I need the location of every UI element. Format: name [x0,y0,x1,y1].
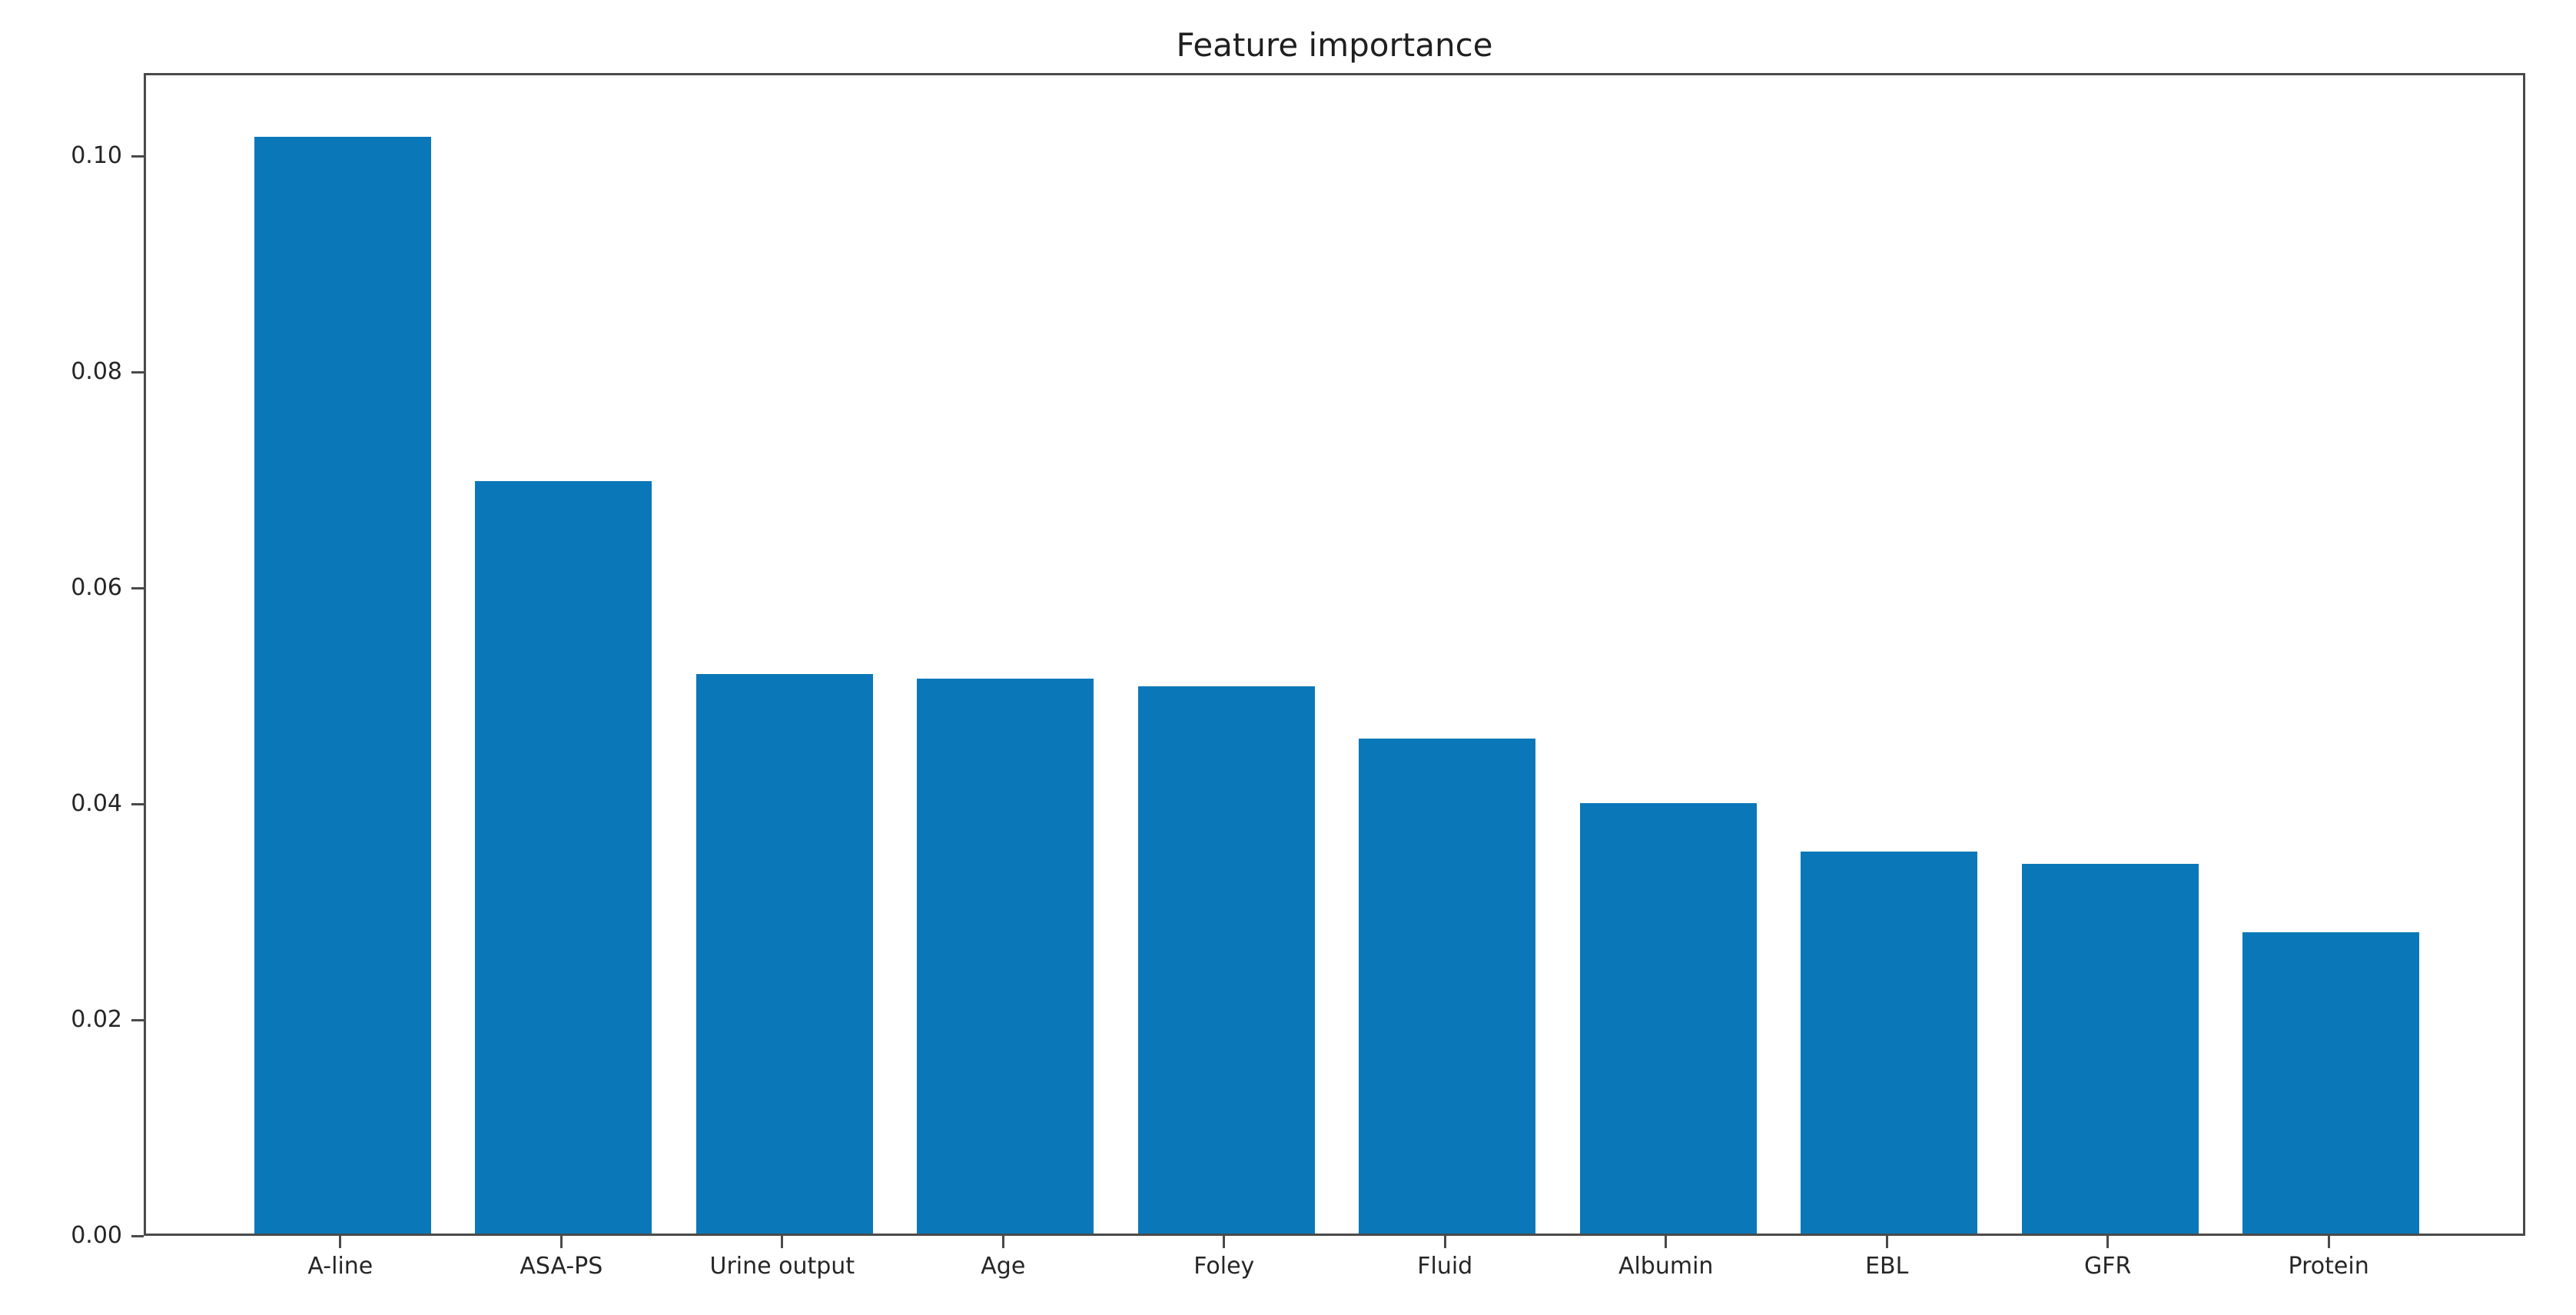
y-axis-tick-mark [131,1234,144,1237]
x-axis-tick-label: Age [981,1253,1026,1280]
x-axis-tick-mark [1443,1236,1446,1248]
x-axis-tick-mark [339,1236,342,1248]
x-axis-tick-mark [1665,1236,1668,1248]
x-axis-tick-mark [2327,1236,2330,1248]
x-axis-tick-label: EBL [1865,1253,1909,1280]
x-axis-tick-mark [1001,1236,1004,1248]
chart-title: Feature importance [1176,26,1493,64]
x-axis-tick-label: Protein [2288,1253,2369,1280]
y-axis-tick-mark [131,370,144,374]
x-axis-tick-mark [1223,1236,1226,1248]
x-axis-tick-label: ASA-PS [520,1253,603,1280]
y-axis-tick-label: 0.02 [71,1006,122,1034]
bar-a-line [254,136,431,1234]
y-axis-tick-mark [131,1018,144,1021]
x-axis-tick-label: Urine output [709,1253,855,1280]
bar-asa-ps [475,480,652,1234]
bar-protein [2242,932,2420,1234]
x-axis-tick-mark [2106,1236,2110,1248]
y-axis-tick-mark [131,154,144,158]
bar-fluid [1359,739,1536,1234]
bar-gfr [2021,863,2199,1234]
y-axis-tick-label: 0.08 [71,358,122,386]
bar-foley [1137,686,1315,1234]
y-axis-tick-label: 0.00 [71,1222,122,1249]
x-axis-tick-mark [1885,1236,1888,1248]
bar-albumin [1579,803,1757,1234]
y-axis-tick-label: 0.10 [71,142,122,170]
y-axis-tick-label: 0.06 [71,574,122,602]
x-axis-tick-label: A-line [307,1253,373,1280]
plot-area [144,73,2525,1236]
x-axis-tick-mark [781,1236,784,1248]
x-axis-tick-label: Fluid [1417,1253,1473,1280]
bar-ebl [1801,852,1978,1234]
x-axis-tick-label: GFR [2083,1253,2132,1280]
y-axis-tick-label: 0.04 [71,790,122,818]
bar-age [917,678,1094,1234]
x-axis-tick-mark [559,1236,563,1248]
bar-urine-output [695,674,873,1234]
x-axis-tick-label: Albumin [1618,1253,1714,1280]
y-axis-tick-mark [131,802,144,805]
x-axis-tick-label: Foley [1193,1253,1255,1280]
y-axis-tick-mark [131,586,144,589]
